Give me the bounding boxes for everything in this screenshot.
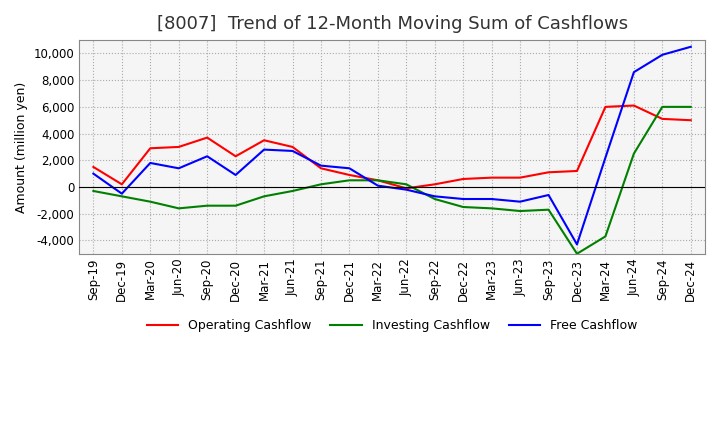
- Free Cashflow: [174, 165, 183, 171]
- Operating Cashflow: [686, 117, 695, 123]
- Investing Cashflow: [89, 188, 98, 194]
- Free Cashflow: [629, 70, 638, 75]
- Operating Cashflow: [629, 103, 638, 108]
- Investing Cashflow: [288, 188, 297, 194]
- Investing Cashflow: [203, 203, 212, 208]
- Investing Cashflow: [374, 178, 382, 183]
- Y-axis label: Amount (million yen): Amount (million yen): [15, 81, 28, 213]
- Investing Cashflow: [174, 206, 183, 211]
- Operating Cashflow: [601, 104, 610, 110]
- Free Cashflow: [572, 242, 581, 247]
- Operating Cashflow: [117, 182, 126, 187]
- Operating Cashflow: [572, 169, 581, 174]
- Investing Cashflow: [260, 194, 269, 199]
- Operating Cashflow: [89, 164, 98, 169]
- Legend: Operating Cashflow, Investing Cashflow, Free Cashflow: Operating Cashflow, Investing Cashflow, …: [142, 314, 642, 337]
- Investing Cashflow: [487, 206, 496, 211]
- Line: Free Cashflow: Free Cashflow: [94, 47, 690, 244]
- Free Cashflow: [89, 171, 98, 176]
- Investing Cashflow: [317, 182, 325, 187]
- Free Cashflow: [317, 163, 325, 168]
- Operating Cashflow: [231, 154, 240, 159]
- Investing Cashflow: [516, 209, 524, 214]
- Free Cashflow: [117, 191, 126, 196]
- Free Cashflow: [146, 160, 155, 165]
- Investing Cashflow: [601, 234, 610, 239]
- Free Cashflow: [658, 52, 667, 58]
- Operating Cashflow: [288, 144, 297, 150]
- Free Cashflow: [402, 187, 410, 192]
- Free Cashflow: [544, 192, 553, 198]
- Free Cashflow: [288, 148, 297, 154]
- Free Cashflow: [231, 172, 240, 178]
- Operating Cashflow: [174, 144, 183, 150]
- Operating Cashflow: [516, 175, 524, 180]
- Operating Cashflow: [260, 138, 269, 143]
- Investing Cashflow: [431, 196, 439, 202]
- Operating Cashflow: [402, 186, 410, 191]
- Free Cashflow: [260, 147, 269, 152]
- Operating Cashflow: [658, 116, 667, 121]
- Operating Cashflow: [459, 176, 467, 182]
- Line: Investing Cashflow: Investing Cashflow: [94, 107, 690, 254]
- Free Cashflow: [374, 183, 382, 188]
- Free Cashflow: [203, 154, 212, 159]
- Free Cashflow: [431, 194, 439, 199]
- Free Cashflow: [686, 44, 695, 49]
- Investing Cashflow: [402, 182, 410, 187]
- Operating Cashflow: [544, 170, 553, 175]
- Investing Cashflow: [117, 194, 126, 199]
- Investing Cashflow: [658, 104, 667, 110]
- Operating Cashflow: [317, 165, 325, 171]
- Free Cashflow: [345, 165, 354, 171]
- Investing Cashflow: [231, 203, 240, 208]
- Operating Cashflow: [203, 135, 212, 140]
- Investing Cashflow: [686, 104, 695, 110]
- Investing Cashflow: [345, 178, 354, 183]
- Operating Cashflow: [345, 172, 354, 178]
- Operating Cashflow: [374, 178, 382, 183]
- Free Cashflow: [459, 196, 467, 202]
- Operating Cashflow: [487, 175, 496, 180]
- Operating Cashflow: [146, 146, 155, 151]
- Investing Cashflow: [572, 251, 581, 257]
- Free Cashflow: [601, 155, 610, 160]
- Investing Cashflow: [544, 207, 553, 213]
- Line: Operating Cashflow: Operating Cashflow: [94, 106, 690, 188]
- Investing Cashflow: [629, 151, 638, 156]
- Free Cashflow: [516, 199, 524, 204]
- Investing Cashflow: [459, 204, 467, 209]
- Investing Cashflow: [146, 199, 155, 204]
- Operating Cashflow: [431, 182, 439, 187]
- Free Cashflow: [487, 196, 496, 202]
- Title: [8007]  Trend of 12-Month Moving Sum of Cashflows: [8007] Trend of 12-Month Moving Sum of C…: [156, 15, 628, 33]
